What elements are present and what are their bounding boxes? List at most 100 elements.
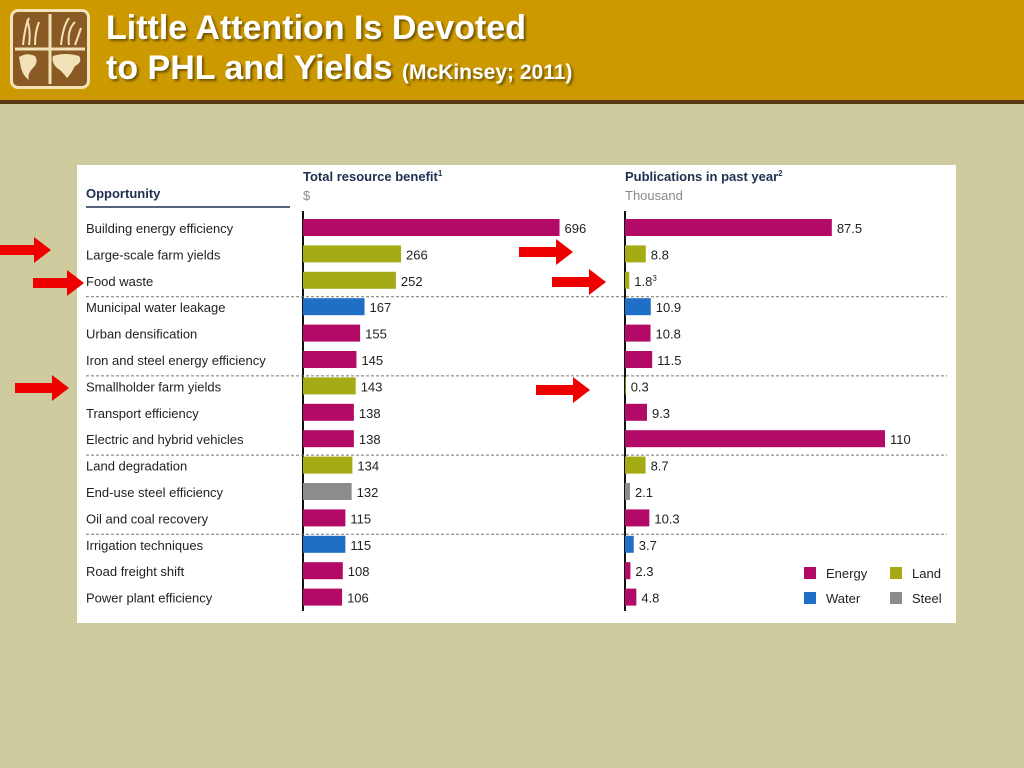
- publications-value-label: 11.5: [657, 353, 681, 368]
- publications-bar: [625, 324, 651, 342]
- legend-swatch-water: [804, 592, 816, 604]
- publications-value-label: 2.1: [635, 485, 653, 500]
- row-label: Building energy efficiency: [86, 221, 234, 236]
- series-unit-1: $: [303, 188, 311, 203]
- benefit-value-label: 106: [347, 591, 369, 606]
- benefit-bar: [303, 456, 353, 474]
- row-label: Iron and steel energy efficiency: [86, 353, 266, 368]
- row-label: Urban densification: [86, 327, 197, 342]
- publications-bar: [625, 351, 653, 368]
- logo-graphic: [15, 14, 85, 84]
- row-label: Oil and coal recovery: [86, 511, 209, 526]
- legend-label-steel: Steel: [912, 591, 942, 606]
- publications-value-label: 1.83: [634, 274, 657, 289]
- publications-bar: [625, 430, 885, 448]
- publications-value-label: 9.3: [652, 406, 670, 421]
- publications-value-label: 8.7: [651, 459, 669, 474]
- benefit-value-label: 132: [357, 485, 379, 500]
- benefit-value-label: 167: [370, 300, 392, 315]
- benefit-bar: [303, 377, 356, 395]
- row-label: Large-scale farm yields: [86, 247, 221, 262]
- publications-value-label: 10.3: [654, 511, 679, 526]
- publications-bar: [625, 245, 646, 263]
- benefit-value-label: 134: [357, 459, 379, 474]
- slide-header: Little Attention Is Devoted to PHL and Y…: [0, 0, 1024, 100]
- slide-title: Little Attention Is Devoted to PHL and Y…: [106, 8, 572, 93]
- benefit-bar: [303, 324, 361, 342]
- benefit-value-label: 145: [361, 353, 383, 368]
- chart-panel: Opportunity Total resource benefit1 $ Publi…: [77, 165, 956, 623]
- publications-value-label: 3.7: [639, 538, 657, 553]
- publications-value-label: 2.3: [635, 564, 653, 579]
- title-line-2: to PHL and Yields: [106, 49, 393, 87]
- publications-value-label: 10.9: [656, 300, 681, 315]
- benefit-bar: [303, 483, 352, 500]
- legend-label-energy: Energy: [826, 566, 868, 581]
- row-label: Smallholder farm yields: [86, 379, 222, 394]
- publications-value-label: 87.5: [837, 221, 862, 236]
- publications-value-label: 8.8: [651, 247, 669, 262]
- benefit-bar: [303, 298, 365, 316]
- publications-bar: [625, 535, 634, 553]
- opportunity-header: Opportunity: [86, 186, 161, 201]
- publications-value-label: 4.8: [641, 591, 659, 606]
- legend-label-water: Water: [826, 591, 861, 606]
- benefit-bar: [303, 245, 402, 263]
- publications-bar: [625, 483, 630, 500]
- red-arrow-left-row-7: [15, 375, 69, 401]
- world-map-plants-logo: [10, 9, 90, 89]
- benefit-value-label: 252: [401, 274, 423, 289]
- benefit-value-label: 155: [365, 327, 387, 342]
- header-divider: [0, 100, 1024, 104]
- row-label: Road freight shift: [86, 564, 185, 579]
- benefit-bar: [303, 219, 560, 236]
- row-label: End-use steel efficiency: [86, 485, 224, 500]
- legend-label-land: Land: [912, 566, 941, 581]
- publications-bar: [625, 377, 626, 395]
- benefit-value-label: 115: [350, 511, 371, 526]
- publications-bar: [625, 219, 832, 236]
- benefit-value-label: 143: [361, 379, 383, 394]
- red-arrow-right-row-2: [519, 239, 573, 265]
- series-header-1: Total resource benefit1: [303, 169, 443, 184]
- benefit-bar: [303, 535, 346, 553]
- red-arrow-left-row-2: [0, 237, 51, 263]
- publications-value-label: 10.8: [656, 327, 681, 342]
- publications-bar: [625, 271, 630, 289]
- benefit-bar: [303, 430, 354, 448]
- series-header-2: Publications in past year2: [625, 169, 783, 184]
- publications-value-label: 0.3: [631, 379, 649, 394]
- benefit-bar: [303, 562, 343, 580]
- benefit-value-label: 108: [348, 564, 370, 579]
- benefit-bar: [303, 271, 396, 289]
- benefit-value-label: 138: [359, 406, 381, 421]
- publications-bar: [625, 562, 631, 580]
- row-label: Municipal water leakage: [86, 300, 225, 315]
- row-label: Food waste: [86, 274, 153, 289]
- row-label: Irrigation techniques: [86, 538, 204, 553]
- legend-swatch-land: [890, 567, 902, 579]
- benefit-bar: [303, 509, 346, 527]
- benefit-value-label: 138: [359, 432, 381, 447]
- benefit-bar: [303, 351, 357, 368]
- benefit-value-label: 115: [350, 538, 371, 553]
- publications-bar: [625, 509, 650, 527]
- benefit-value-label: 266: [406, 247, 428, 262]
- legend-swatch-steel: [890, 592, 902, 604]
- opportunity-chart: Opportunity Total resource benefit1 $ Publi…: [86, 169, 947, 611]
- row-label: Electric and hybrid vehicles: [86, 432, 244, 447]
- title-source: (McKinsey; 2011): [402, 61, 573, 84]
- red-arrow-right-row-7: [536, 377, 590, 403]
- legend-swatch-energy: [804, 567, 816, 579]
- benefit-bar: [303, 588, 343, 606]
- benefit-bar: [303, 403, 354, 421]
- publications-value-label: 110: [890, 432, 911, 447]
- publications-bar: [625, 298, 651, 316]
- row-label: Transport efficiency: [86, 406, 199, 421]
- row-label: Power plant efficiency: [86, 591, 213, 606]
- red-arrow-left-row-3: [33, 270, 84, 296]
- publications-bar: [625, 588, 637, 606]
- title-line-1: Little Attention Is Devoted: [106, 9, 526, 47]
- series-unit-2: Thousand: [625, 188, 683, 203]
- red-arrow-right-row-3: [552, 269, 606, 295]
